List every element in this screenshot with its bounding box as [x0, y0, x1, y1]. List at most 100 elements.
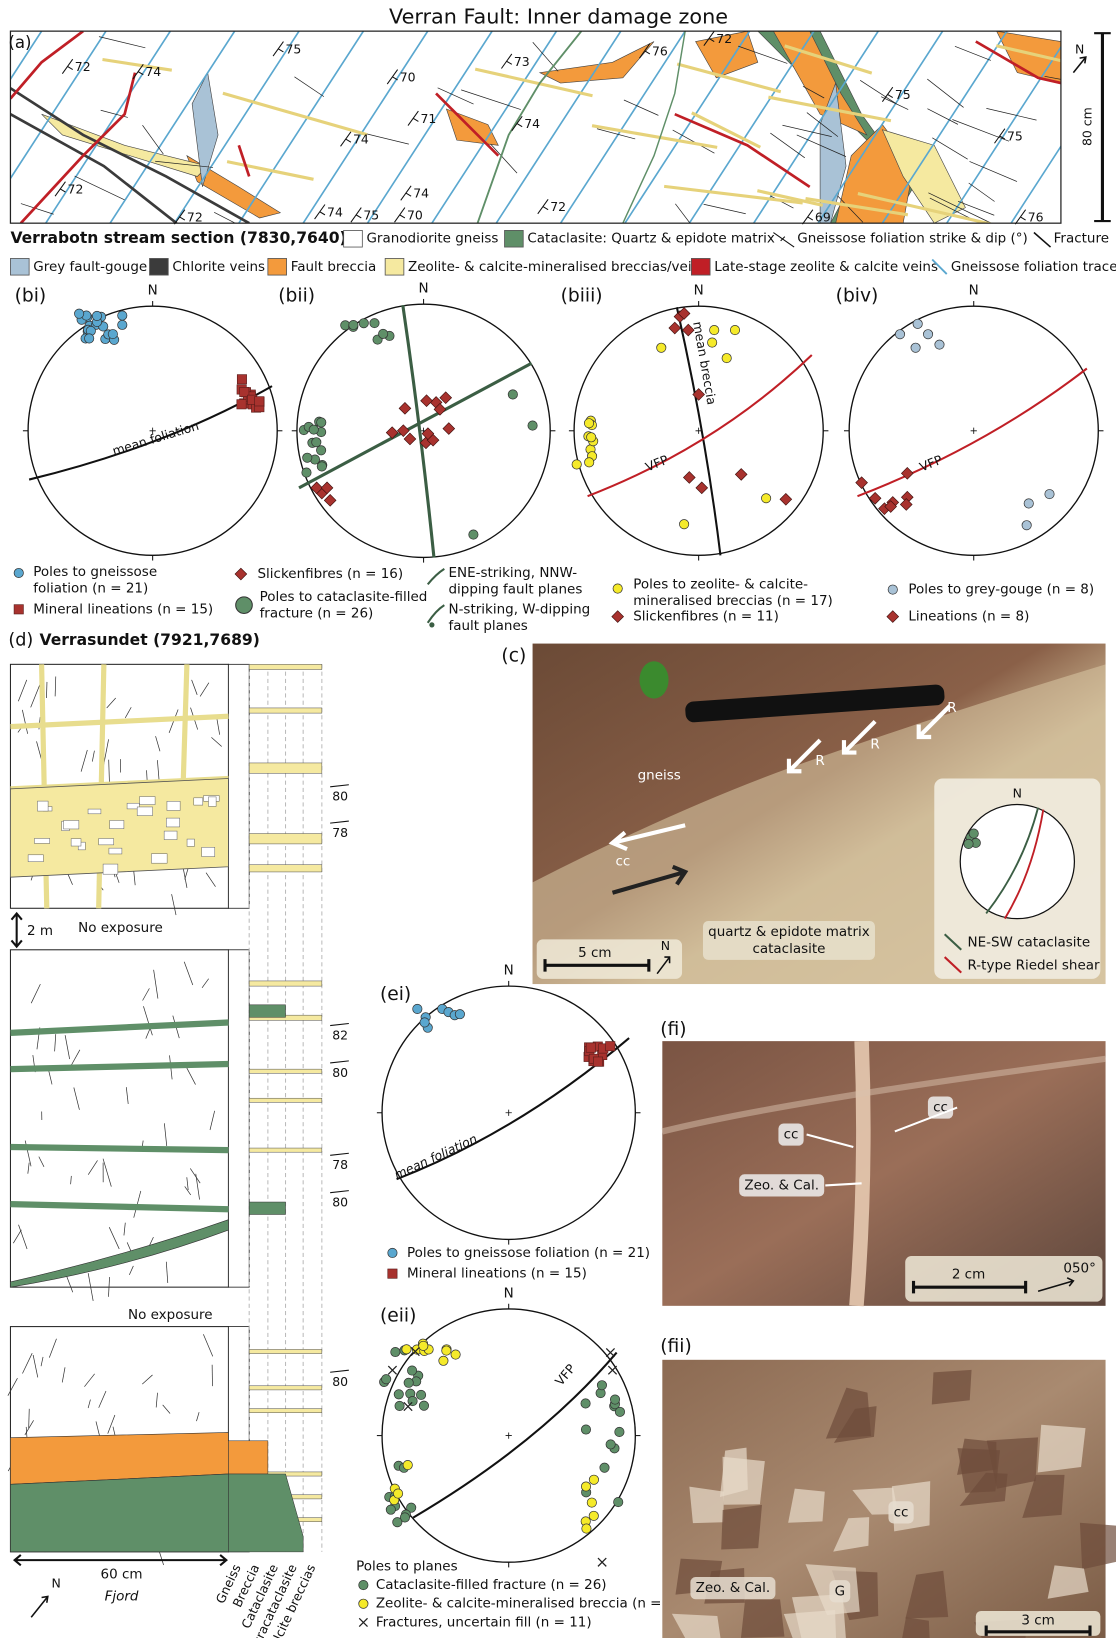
north-label: N	[1013, 786, 1022, 801]
legend-symbol	[428, 605, 445, 623]
north-label: N	[504, 963, 514, 979]
breccia-clast	[64, 820, 79, 829]
point	[359, 1580, 368, 1589]
zeolite-bar	[249, 981, 322, 986]
breccia-clast	[34, 838, 49, 843]
point	[312, 438, 321, 447]
north-arrow	[31, 1596, 48, 1617]
panel-label: (a)	[8, 33, 31, 52]
strike-dip-symbol	[330, 1191, 349, 1193]
strike-dip-symbol	[330, 1153, 349, 1155]
breccia-clast	[137, 807, 152, 816]
point	[606, 1440, 615, 1449]
point	[455, 1009, 464, 1018]
breccia-clast	[151, 854, 167, 863]
legend-swatch	[10, 258, 29, 275]
breccia-clast	[103, 864, 118, 874]
photo-label: Zeo. & Cal.	[696, 1580, 771, 1596]
point	[378, 329, 387, 338]
dip-label: 75	[286, 41, 302, 56]
point	[581, 1425, 590, 1434]
legend-swatch	[344, 230, 363, 247]
north-label: N	[1075, 41, 1084, 56]
legend-swatch	[691, 258, 710, 275]
legend-label: Fault breccia	[291, 259, 377, 275]
legend-label: Gneissose foliation strike & dip (°)	[797, 231, 1028, 247]
zeolite-bar	[249, 865, 322, 872]
label-line: N-striking, W-dipping	[448, 601, 590, 617]
panel-label: (d)	[8, 630, 33, 650]
point	[895, 330, 904, 339]
horizontal-scale	[15, 1555, 227, 1565]
dip-label: 72	[550, 199, 566, 214]
cataclasite-band	[10, 1147, 228, 1150]
label-line: ENE-striking, NNW-	[448, 565, 577, 581]
point	[381, 1374, 390, 1383]
legend-label: Poles to grey-gouge (n = 8)	[908, 582, 1094, 598]
dip-label: 80	[332, 1065, 348, 1080]
breccia-clast	[140, 797, 156, 805]
breccia-clast	[110, 820, 124, 828]
breccia-clast	[109, 848, 122, 854]
dip-label: 73	[514, 54, 530, 69]
zeolite-bar	[249, 664, 322, 669]
legend-label: Zeolite- & calcite-mineralised breccias/…	[408, 259, 707, 275]
clast	[1080, 1523, 1116, 1570]
point	[303, 453, 312, 462]
location-label: Verrasundet (7921,7689)	[40, 631, 260, 649]
dip-label: 74	[353, 132, 369, 147]
legend-label: Chlorite veins	[172, 259, 265, 275]
legend-label: Grey fault-gouge	[33, 259, 147, 275]
point	[679, 520, 688, 529]
point	[118, 320, 127, 329]
vertical-scale	[11, 913, 21, 946]
dip-label: 72	[68, 181, 84, 196]
point	[407, 1366, 416, 1375]
legend-label: Poles to gneissose foliation (n = 21)	[407, 1245, 650, 1261]
legend-label: Mineral lineations (n = 15)	[33, 601, 213, 617]
dip-label: 80	[332, 1374, 348, 1389]
north-label: N	[419, 281, 429, 297]
dip-label: 74	[327, 204, 343, 219]
dip-label: 72	[716, 31, 732, 46]
point	[572, 460, 581, 469]
breccia-clast	[37, 801, 48, 811]
zeolite-bar	[249, 1409, 322, 1413]
clast	[1038, 1425, 1086, 1473]
annotation: No exposure	[128, 1307, 213, 1323]
point	[419, 1341, 428, 1350]
legend-symbol	[429, 622, 434, 627]
photo-label: gneiss	[638, 767, 681, 783]
zeolite-bar	[249, 1148, 322, 1152]
photo-label: R	[870, 736, 879, 752]
dip-label: 72	[187, 209, 203, 224]
annotation: Fjord	[105, 1588, 139, 1604]
point	[586, 1043, 595, 1052]
dip-label: 70	[407, 207, 423, 222]
legend-symbol	[428, 569, 445, 585]
point	[317, 418, 326, 427]
point	[587, 433, 596, 442]
panel-label: (biv)	[836, 285, 879, 306]
panel-label: (bii)	[278, 285, 315, 306]
point	[309, 425, 318, 434]
point	[388, 1248, 397, 1257]
clast	[689, 1487, 724, 1523]
point	[613, 584, 622, 593]
zeolite-bar	[249, 708, 322, 713]
point	[386, 1505, 395, 1514]
photo-label: Zeo. & Cal.	[744, 1177, 819, 1193]
photo-label: R	[947, 700, 956, 716]
zeolite-bar	[249, 1069, 322, 1073]
point	[1045, 489, 1054, 498]
scale-label: 2 cm	[952, 1267, 985, 1283]
dip-label: 75	[895, 87, 911, 102]
point	[370, 318, 379, 327]
clast	[721, 1505, 762, 1550]
point	[236, 597, 253, 614]
strike-dip-symbol	[330, 1370, 349, 1372]
point	[393, 1518, 402, 1527]
strike-dip-symbol	[330, 1023, 349, 1025]
legend-label: Slickenfibres (n = 11)	[633, 609, 779, 625]
